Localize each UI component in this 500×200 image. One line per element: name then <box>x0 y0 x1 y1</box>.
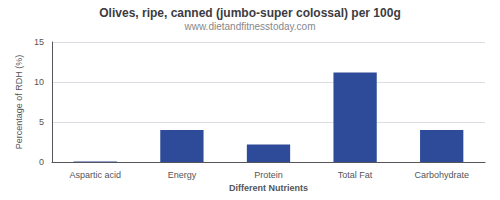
svg-text:Different Nutrients: Different Nutrients <box>229 183 308 193</box>
svg-text:Aspartic acid: Aspartic acid <box>70 170 122 180</box>
svg-text:Percentage of RDH (%): Percentage of RDH (%) <box>14 55 24 150</box>
svg-text:Olives, ripe, canned (jumbo-su: Olives, ripe, canned (jumbo-super coloss… <box>99 6 400 20</box>
svg-text:Energy: Energy <box>168 170 197 180</box>
svg-text:10: 10 <box>34 77 44 87</box>
svg-text:0: 0 <box>39 157 44 167</box>
svg-text:Carbohydrate: Carbohydrate <box>414 170 469 180</box>
svg-text:15: 15 <box>34 37 44 47</box>
svg-text:Total Fat: Total Fat <box>338 170 373 180</box>
svg-text:Protein: Protein <box>254 170 283 180</box>
svg-text:5: 5 <box>39 117 44 127</box>
svg-text:www.dietandfitnesstoday.com: www.dietandfitnesstoday.com <box>184 21 316 32</box>
